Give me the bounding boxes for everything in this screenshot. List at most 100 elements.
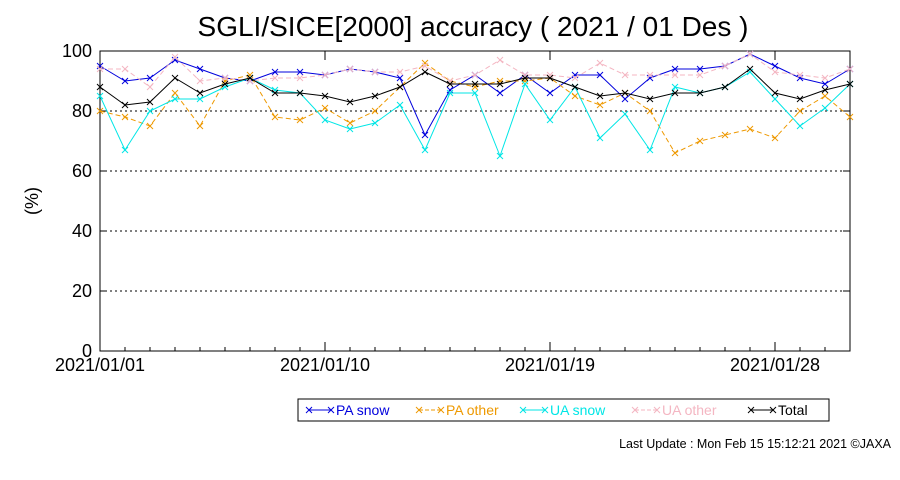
data-point: [596, 92, 604, 100]
data-point: [271, 89, 279, 97]
data-point: [146, 122, 154, 130]
data-point: [396, 101, 404, 109]
legend-label: Total: [778, 402, 808, 418]
data-point: [621, 110, 629, 118]
data-point: [596, 59, 604, 67]
data-point: [96, 83, 104, 91]
data-point: [546, 89, 554, 97]
data-point: [396, 74, 404, 82]
data-point: [121, 101, 129, 109]
data-point: [321, 104, 329, 112]
data-point: [546, 116, 554, 124]
data-point: [521, 74, 529, 82]
data-point: [446, 89, 454, 97]
data-point: [496, 77, 504, 85]
data-point: [571, 92, 579, 100]
data-point: [421, 68, 429, 76]
series-ua-other: [96, 50, 854, 91]
legend-item: UA other: [631, 402, 717, 418]
data-point: [821, 104, 829, 112]
data-point: [371, 92, 379, 100]
series-total: [96, 65, 854, 109]
data-point: [646, 146, 654, 154]
data-point: [96, 65, 104, 73]
data-point: [646, 107, 654, 115]
data-point: [746, 65, 754, 73]
data-point: [771, 62, 779, 70]
data-point: [471, 83, 479, 91]
data-point: [621, 71, 629, 79]
data-point: [621, 95, 629, 103]
data-point: [521, 71, 529, 79]
legend-item: UA snow: [519, 402, 606, 418]
data-point: [796, 95, 804, 103]
data-point: [246, 74, 254, 82]
data-point: [796, 122, 804, 130]
data-point: [496, 56, 504, 64]
data-point: [721, 131, 729, 139]
data-point: [196, 77, 204, 85]
data-point: [596, 71, 604, 79]
data-point: [296, 74, 304, 82]
series-line: [99, 53, 851, 137]
data-point: [796, 74, 804, 82]
data-point: [471, 89, 479, 97]
data-point: [196, 95, 204, 103]
data-point: [246, 71, 254, 79]
legend-marker: [305, 406, 313, 414]
data-point: [671, 89, 679, 97]
data-point: [671, 149, 679, 157]
data-point: [96, 107, 104, 115]
data-point: [696, 71, 704, 79]
legend-marker: [747, 406, 755, 414]
data-point: [846, 65, 854, 73]
y-axis-label: (%): [22, 187, 42, 215]
data-point: [196, 89, 204, 97]
data-point: [721, 83, 729, 91]
x-tick-label: 2021/01/01: [55, 355, 145, 375]
legend-label: PA snow: [336, 402, 390, 418]
data-point: [696, 65, 704, 73]
data-point: [321, 92, 329, 100]
legend-label: UA other: [662, 402, 717, 418]
series: [96, 50, 854, 160]
data-point: [371, 68, 379, 76]
legend-label: PA other: [446, 402, 499, 418]
data-point: [446, 86, 454, 94]
data-point: [496, 152, 504, 160]
data-point: [321, 116, 329, 124]
data-point: [146, 83, 154, 91]
y-tick-label: 20: [72, 281, 92, 301]
series-ua-snow: [96, 68, 854, 160]
data-point: [346, 119, 354, 127]
legend-marker: [519, 406, 527, 414]
data-point: [696, 137, 704, 145]
data-point: [821, 86, 829, 94]
legend-marker: [541, 406, 549, 414]
data-point: [746, 125, 754, 133]
legend-item: Total: [747, 402, 808, 418]
plot-frame: [99, 50, 851, 352]
data-point: [171, 89, 179, 97]
legend-label: UA snow: [550, 402, 606, 418]
data-point: [196, 65, 204, 73]
data-point: [221, 77, 229, 85]
data-point: [121, 77, 129, 85]
series-line: [99, 62, 851, 154]
data-point: [846, 80, 854, 88]
data-point: [596, 134, 604, 142]
legend-item: PA snow: [305, 402, 390, 418]
data-point: [771, 68, 779, 76]
data-point: [421, 62, 429, 70]
data-point: [346, 98, 354, 106]
data-point: [96, 92, 104, 100]
data-point: [146, 98, 154, 106]
data-point: [796, 71, 804, 79]
data-point: [221, 80, 229, 88]
data-point: [121, 113, 129, 121]
data-point: [521, 80, 529, 88]
data-point: [196, 122, 204, 130]
data-point: [546, 71, 554, 79]
data-point: [271, 68, 279, 76]
